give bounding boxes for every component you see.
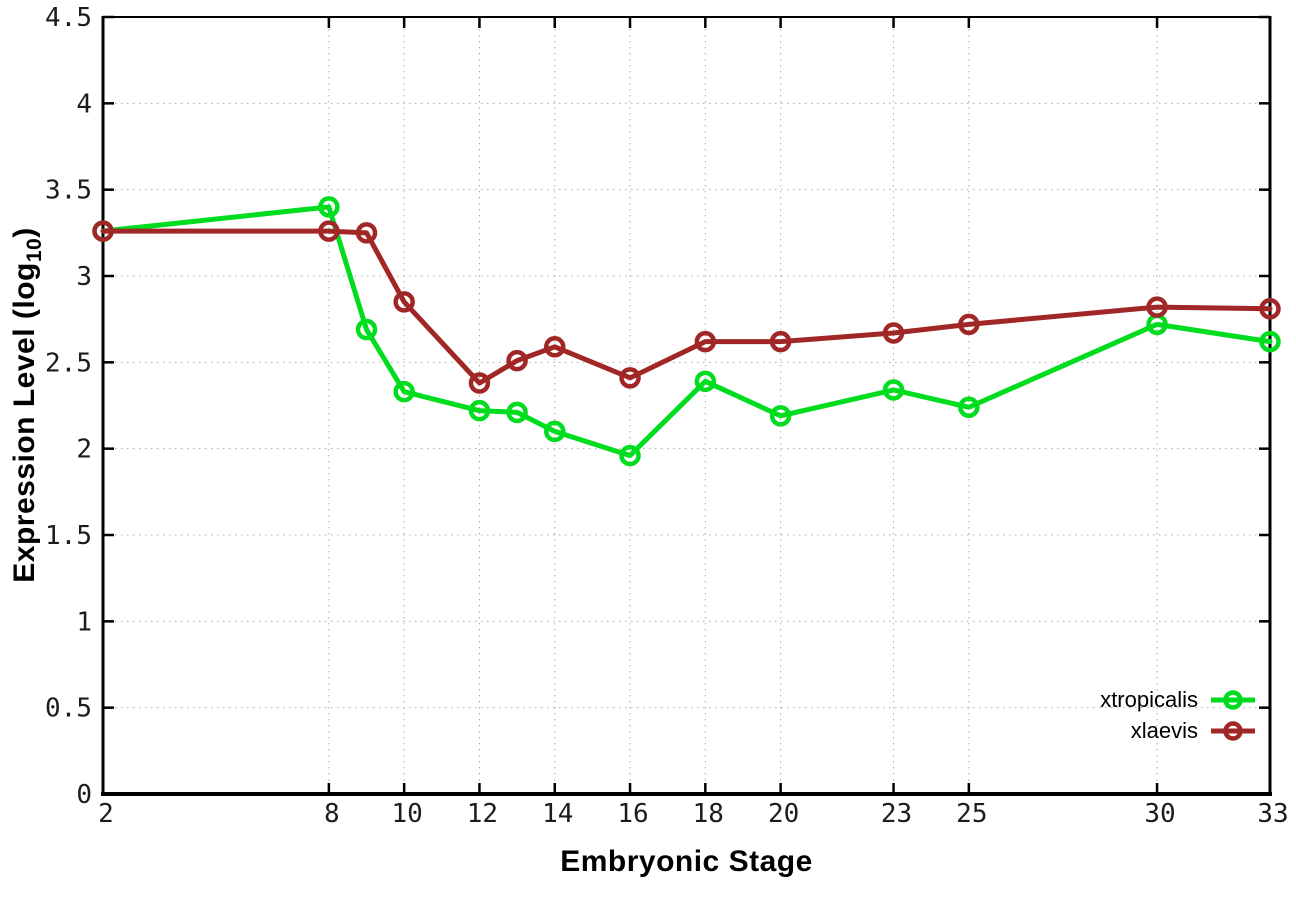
data-point-xlaevis <box>619 367 641 389</box>
data-point-xlaevis <box>318 220 340 242</box>
y-tick-label: 4 <box>76 89 92 119</box>
legend-entry-xtropicalis: xtropicalis <box>1100 685 1256 715</box>
x-tick-label: 20 <box>768 799 799 829</box>
data-point-xtropicalis <box>506 401 528 424</box>
legend-label: xlaevis <box>1130 718 1198 743</box>
x-tick-label: 18 <box>693 799 724 829</box>
y-axis-title-text: Expression Level (log <box>8 262 41 583</box>
data-point-xlaevis <box>882 322 905 344</box>
y-tick-label: 0 <box>76 780 92 810</box>
data-point-xlaevis <box>958 313 980 336</box>
data-point-xtropicalis <box>694 370 717 393</box>
data-point-xlaevis <box>1146 296 1168 318</box>
data-point-xlaevis <box>543 336 566 358</box>
series-xtropicalis <box>92 196 1281 467</box>
plot-border <box>101 16 1272 796</box>
data-point-xtropicalis <box>619 444 641 467</box>
y-tick-label: 3 <box>76 262 92 292</box>
data-point-xlaevis <box>468 372 491 394</box>
data-point-xtropicalis <box>355 318 378 341</box>
x-tick-label: 14 <box>542 799 573 829</box>
data-point-xlaevis <box>769 330 792 353</box>
y-tick-label: 2.5 <box>45 348 92 378</box>
gridlines <box>102 16 1271 795</box>
y-axis-title-subscript: 10 <box>23 237 46 263</box>
y-tick-label: 2 <box>76 435 92 465</box>
x-tick-label: 10 <box>392 799 423 829</box>
legend-marker-icon <box>1211 690 1255 710</box>
data-point-xlaevis <box>393 291 415 313</box>
data-point-xtropicalis <box>769 405 792 427</box>
legend-marker-icon <box>1211 721 1255 741</box>
y-tick-label: 1.5 <box>45 521 92 551</box>
data-point-xtropicalis <box>468 399 491 422</box>
series-line-xtropicalis <box>100 204 1273 459</box>
x-tick-label: 8 <box>324 799 340 829</box>
data-point-xtropicalis <box>318 196 340 218</box>
y-tick-labels: 0 0.5 1 1.5 2 2.5 3 3.5 4 4.5 <box>45 3 92 810</box>
x-tick-label: 23 <box>881 799 912 829</box>
y-axis-title: Expression Level (log10) <box>4 105 46 705</box>
y-tick-label: 4.5 <box>45 3 92 33</box>
data-point-xtropicalis <box>543 420 566 443</box>
x-tick-label: 2 <box>98 799 114 829</box>
axis-ticks <box>101 15 1272 796</box>
y-tick-label: 1 <box>76 607 92 637</box>
y-axis-title-close: ) <box>8 227 41 238</box>
legend-entry-xlaevis: xlaevis <box>1100 716 1256 746</box>
x-tick-label: 33 <box>1257 799 1288 829</box>
data-point-xtropicalis <box>882 379 905 401</box>
legend: xtropicalis xlaevis <box>1100 685 1256 746</box>
series-xlaevis <box>92 220 1281 394</box>
data-point-xtropicalis <box>1259 330 1281 353</box>
data-point-xlaevis <box>355 222 378 244</box>
data-point-xlaevis <box>694 330 717 353</box>
y-tick-label: 0.5 <box>45 694 92 724</box>
x-tick-label: 16 <box>617 799 648 829</box>
data-point-xtropicalis <box>958 396 980 418</box>
data-point-xtropicalis <box>393 380 415 403</box>
y-tick-label: 3.5 <box>45 176 92 206</box>
data-point-xlaevis <box>92 220 114 242</box>
x-tick-labels: 2 8 10 12 14 16 18 20 23 25 30 33 <box>98 799 1288 829</box>
x-tick-label: 12 <box>467 799 498 829</box>
legend-label: xtropicalis <box>1100 687 1198 712</box>
data-point-xlaevis <box>506 349 528 372</box>
x-tick-label: 30 <box>1144 799 1175 829</box>
series-line-xlaevis <box>100 228 1273 386</box>
x-tick-label: 25 <box>956 799 987 829</box>
x-axis-title: Embryonic Stage <box>560 845 813 878</box>
data-point-xlaevis <box>1259 298 1281 320</box>
